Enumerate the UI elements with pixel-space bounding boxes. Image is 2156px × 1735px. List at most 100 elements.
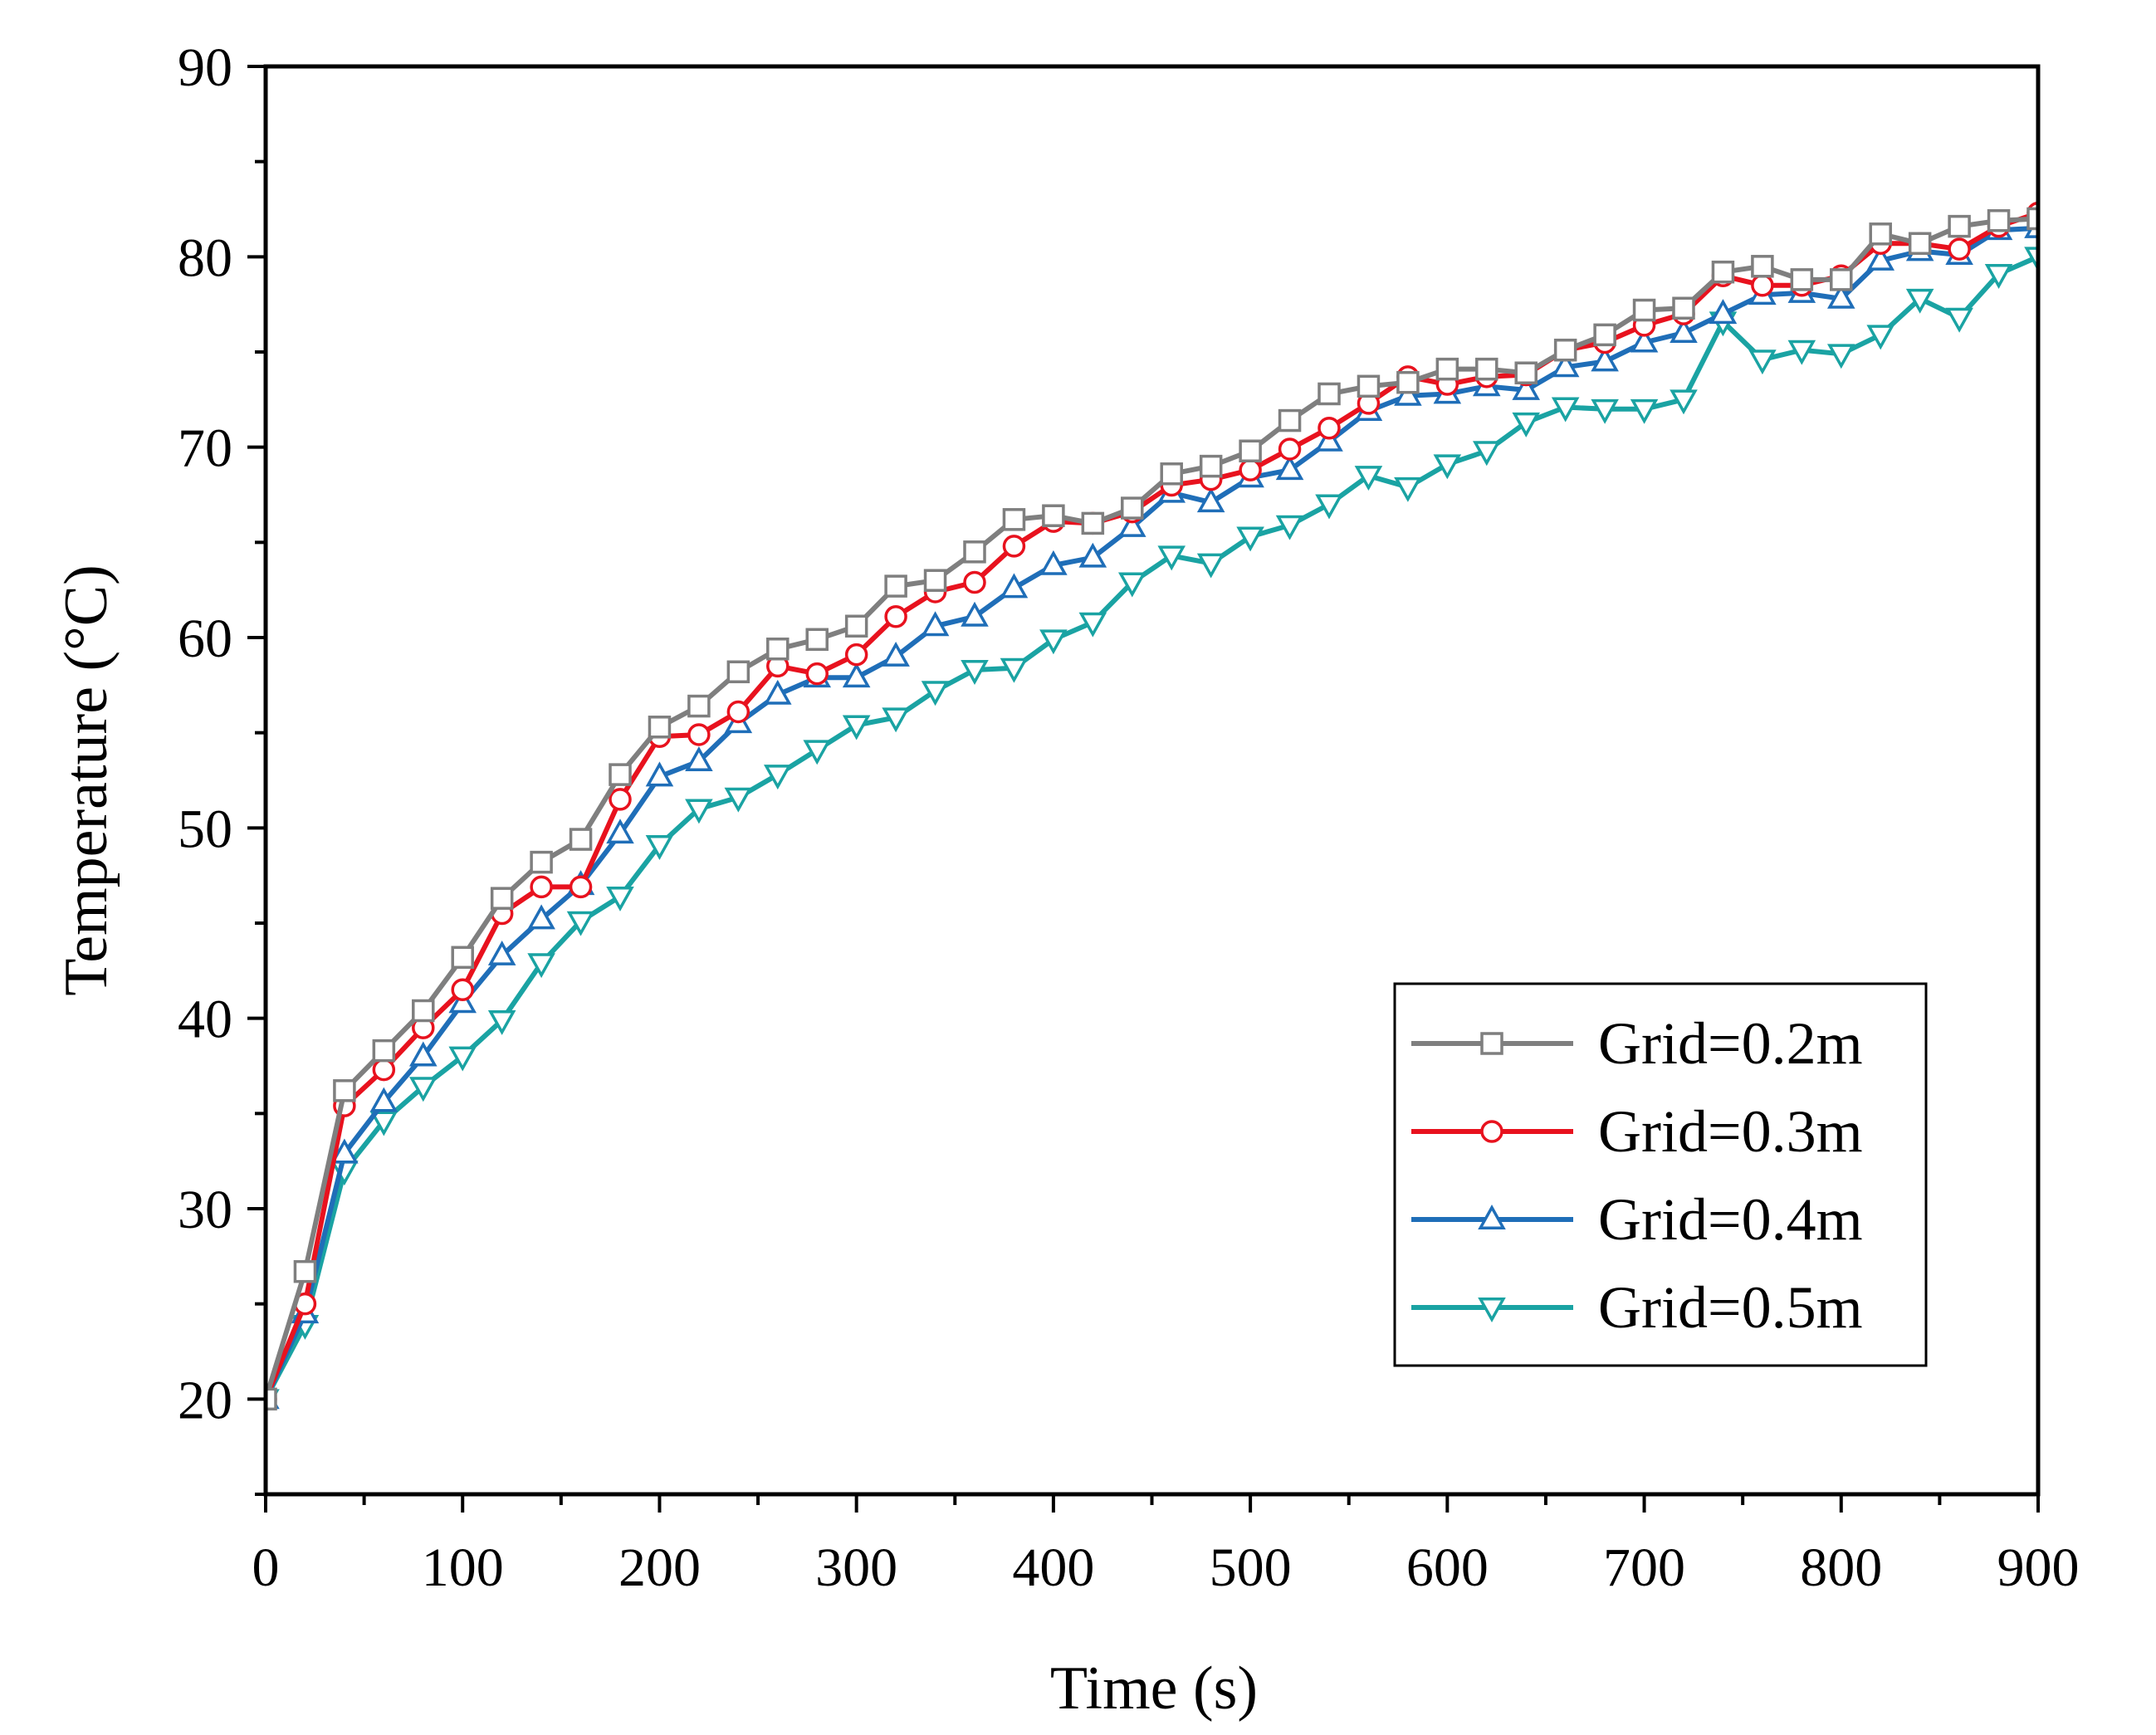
data-point-square (490, 887, 514, 910)
data-point-square (1632, 298, 1656, 322)
data-point-triangle-up (330, 1138, 359, 1164)
data-point-triangle-up (882, 641, 910, 667)
y-tick-label: 60 (178, 608, 232, 669)
legend-label: Grid=0.5m (1598, 1274, 1863, 1341)
data-point-square (333, 1079, 356, 1102)
data-point-triangle-down (1117, 572, 1146, 598)
data-point-triangle-down (961, 660, 989, 685)
data-point-square (1199, 454, 1223, 478)
legend-label: Grid=0.4m (1598, 1186, 1863, 1253)
data-point-triangle-up (645, 761, 674, 787)
data-point-square (1908, 232, 1932, 256)
data-point-square (1514, 361, 1538, 384)
data-point-triangle-up (1670, 318, 1698, 344)
legend-label: Grid=0.3m (1598, 1098, 1863, 1165)
x-tick-label: 600 (1406, 1537, 1489, 1598)
data-point-triangle-down (1551, 397, 1580, 423)
data-point-square (1480, 1032, 1503, 1055)
axes: 0 100 200 300 400 500 600 700 800 900 20 30 40 50 60 70… (178, 37, 2080, 1598)
data-point-triangle-up (1315, 426, 1343, 452)
data-point-square (530, 850, 553, 874)
data-point-triangle-up (842, 662, 871, 688)
data-point-triangle-down (2024, 247, 2038, 272)
data-point-circle (1480, 1120, 1503, 1143)
x-axis-title: Time (s) (1050, 1654, 1258, 1723)
data-point-square (1987, 209, 2011, 232)
data-point-triangle-down (408, 1077, 438, 1102)
data-point-triangle-down (1787, 340, 1816, 365)
data-point-square (1081, 511, 1105, 535)
data-point-triangle-down (842, 715, 871, 740)
data-point-square (1830, 268, 1853, 291)
data-point-triangle-up (1478, 1205, 1506, 1229)
data-point-triangle-down (1748, 349, 1777, 375)
data-point-triangle-down (1078, 612, 1107, 638)
legend-entry: Grid=0.2m (1411, 1010, 1863, 1077)
data-point-triangle-down (1905, 288, 1934, 314)
data-point-triangle-up (1551, 352, 1580, 378)
data-point-circle (372, 1058, 396, 1082)
data-point-triangle-down (1478, 1298, 1506, 1322)
data-point-triangle-down (1315, 494, 1343, 520)
data-point-triangle-up (961, 601, 989, 627)
data-point-triangle-down (566, 911, 595, 936)
data-point-square (372, 1039, 396, 1063)
y-tick-label: 90 (178, 37, 232, 98)
data-point-square (726, 660, 750, 684)
x-tick-label: 700 (1603, 1537, 1685, 1598)
y-tick-label: 80 (178, 227, 232, 288)
y-tick-label: 20 (178, 1370, 232, 1430)
data-point-square (266, 1387, 277, 1411)
x-tick-label: 500 (1210, 1537, 1292, 1598)
data-point-square (1672, 296, 1695, 320)
data-point-circle (884, 605, 907, 628)
data-point-square (844, 614, 868, 638)
legend: Grid=0.2m Grid=0.3m Grid=0.4m Grid=0.5m (1393, 982, 1928, 1367)
data-point-triangle-down (606, 886, 634, 911)
legend-label: Grid=0.2m (1598, 1010, 1863, 1077)
data-point-triangle-up (1394, 380, 1422, 406)
legend-entry: Grid=0.4m (1411, 1186, 1863, 1253)
data-point-circle (1318, 416, 1341, 440)
data-point-triangle-down (369, 1111, 398, 1136)
data-point-triangle-up (1591, 346, 1619, 372)
data-point-triangle-down (1000, 657, 1029, 683)
data-point-square (1121, 496, 1144, 520)
y-tick-label: 70 (178, 418, 232, 479)
x-tick-label: 0 (252, 1537, 280, 1598)
data-point-triangle-down (1630, 398, 1659, 424)
data-point-square (1160, 462, 1183, 486)
data-point-circle (1948, 237, 1971, 261)
data-point-triangle-up (1078, 542, 1107, 568)
data-point-triangle-up (487, 941, 516, 965)
data-point-square (609, 763, 632, 786)
data-point-square (451, 946, 474, 970)
data-point-triangle-down (1354, 466, 1383, 491)
data-point-square (963, 540, 986, 564)
data-point-triangle-down (1984, 264, 2013, 289)
data-point-triangle-up (369, 1087, 398, 1112)
data-point-triangle-down (1826, 344, 1855, 369)
x-tick-label: 800 (1800, 1537, 1882, 1598)
data-point-triangle-down (1866, 325, 1895, 350)
y-tick-label: 30 (178, 1180, 232, 1240)
data-point-circle (1002, 535, 1026, 558)
data-point-circle (805, 662, 829, 686)
data-point-square (569, 828, 593, 851)
data-point-square (923, 569, 947, 592)
data-point-square (1042, 504, 1065, 527)
data-point-circle (687, 723, 711, 746)
data-point-square (766, 638, 790, 661)
data-point-square (687, 694, 711, 718)
data-point-square (1002, 508, 1026, 531)
series-line (266, 225, 2038, 1400)
data-point-square (293, 1259, 317, 1283)
data-point-square (412, 999, 435, 1023)
data-point-square (2026, 207, 2038, 231)
data-point-square (1790, 268, 1814, 291)
data-point-triangle-down (1472, 441, 1501, 467)
data-point-triangle-down (487, 1010, 516, 1035)
data-point-square (1948, 214, 1971, 238)
data-point-triangle-down (645, 835, 674, 860)
series-1 (266, 207, 2038, 1411)
